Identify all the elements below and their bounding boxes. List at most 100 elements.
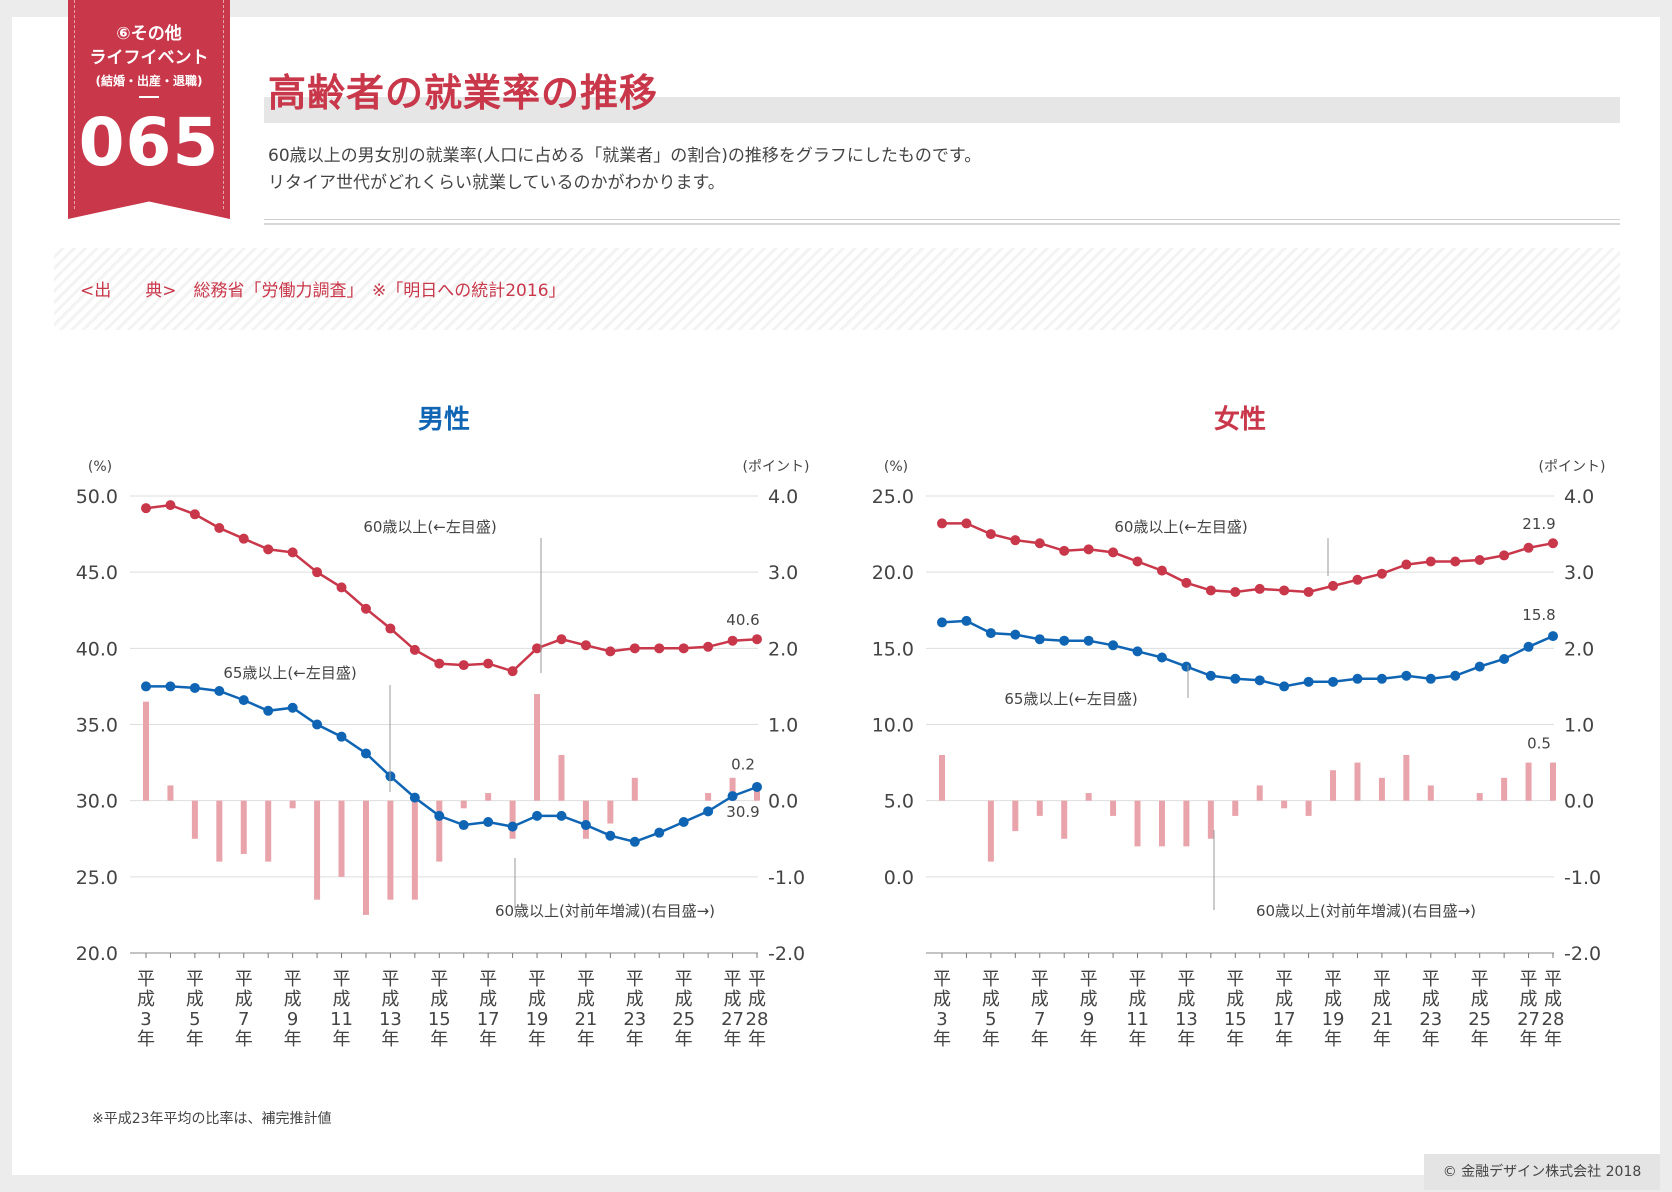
series-line-65plus [146, 685, 758, 844]
x-tick-label-part: 平 [1422, 969, 1440, 990]
point-65plus [141, 681, 151, 692]
bar-change [754, 785, 760, 801]
right-tick-label: 4.0 [768, 486, 798, 508]
point-65plus [1523, 641, 1534, 652]
x-tick-label-part: 成 [381, 989, 399, 1010]
x-tick-label-part: 成 [186, 989, 204, 1010]
point-60plus [1059, 545, 1070, 556]
bar-change [485, 793, 492, 801]
left-tick-label: 45.0 [76, 562, 118, 584]
bar-change [1158, 800, 1165, 847]
x-tick-label-part: 成 [577, 989, 595, 1010]
point-65plus [1205, 670, 1216, 681]
x-tick-label-part: 年 [1544, 1029, 1562, 1050]
x-tick-label-part: 11 [330, 1009, 353, 1030]
source-citation: <出 典> 総務省「労働力調査」 ※「明日への統計2016」 [80, 276, 566, 301]
point-60plus [605, 646, 616, 657]
point-60plus [1303, 586, 1314, 597]
x-tick-label-part: 成 [1177, 989, 1195, 1010]
point-65plus [678, 816, 689, 827]
point-65plus [985, 628, 996, 639]
source-band [54, 248, 1620, 330]
x-tick-label-part: 成 [137, 989, 155, 1010]
source-text: 総務省「労働力調査」 ※「明日への統計2016」 [193, 281, 566, 301]
bar-change [1183, 800, 1190, 847]
right-tick-label: -2.0 [768, 943, 805, 965]
point-65plus [458, 820, 469, 831]
bar-change [1550, 762, 1556, 801]
x-tick-label-part: 9 [287, 1009, 298, 1030]
x-tick-label-part: 年 [982, 1029, 1000, 1050]
x-tick-label-part: 成 [1471, 989, 1489, 1010]
point-60plus [1474, 554, 1485, 565]
x-tick-label-part: 成 [1275, 989, 1293, 1010]
x-tick-label-part: 28 [746, 1009, 769, 1030]
point-65plus [238, 695, 249, 706]
x-tick-label-part: 成 [724, 989, 742, 1010]
x-tick-label-part: 27 [1517, 1009, 1540, 1030]
x-tick-label-part: 13 [1175, 1009, 1198, 1030]
x-tick-label-part: 年 [137, 1029, 155, 1050]
x-tick-label-part: 平 [1373, 969, 1391, 990]
point-65plus [961, 615, 972, 626]
right-tick-label: 1.0 [768, 715, 798, 737]
x-tick-label-part: 平 [137, 969, 155, 990]
x-tick-label-part: 平 [430, 969, 448, 990]
point-60plus [1205, 585, 1216, 596]
x-tick-label-part: 7 [238, 1009, 249, 1030]
x-tick-label-part: 19 [526, 1009, 549, 1030]
point-60plus [141, 503, 151, 514]
point-60plus [629, 643, 640, 654]
bar-change [143, 701, 149, 801]
page-title: 高齢者の就業率の推移 [268, 71, 659, 115]
x-tick-label-part: 成 [1226, 989, 1244, 1010]
x-tick-label-part: 25 [1468, 1009, 1491, 1030]
point-65plus [937, 617, 947, 628]
point-65plus [1083, 635, 1094, 646]
chart-title: 男性 [418, 405, 470, 435]
x-tick-label-part: 平 [1177, 969, 1195, 990]
point-60plus [434, 658, 445, 669]
point-65plus [214, 685, 225, 696]
point-60plus [312, 567, 323, 578]
ribbon-subcategory: (結婚・出産・退職) [95, 74, 203, 88]
x-tick-label-part: 成 [982, 989, 1000, 1010]
x-tick-label-part: 平 [1129, 969, 1147, 990]
bar-change [1476, 793, 1483, 801]
x-tick-label-part: 平 [1471, 969, 1489, 990]
point-60plus [1010, 535, 1021, 546]
point-60plus [214, 522, 225, 533]
bar-change [1085, 793, 1092, 801]
bar-change [1525, 762, 1532, 801]
x-tick-label-part: 3 [936, 1009, 947, 1030]
right-tick-label: 3.0 [768, 562, 798, 584]
x-tick-label-part: 5 [985, 1009, 996, 1030]
point-60plus [937, 518, 947, 529]
point-60plus [1254, 583, 1265, 594]
x-tick-label-part: 成 [748, 989, 766, 1010]
x-tick-label: 平成23年 [623, 969, 646, 1050]
x-tick-label-part: 成 [528, 989, 546, 1010]
ribbon-category: ⑥その他 ライフイベント [89, 24, 209, 68]
bar-change [387, 800, 394, 900]
x-tick-label-part: 年 [577, 1029, 595, 1050]
x-tick-label-part: 年 [1226, 1029, 1244, 1050]
x-tick-label-part: 年 [284, 1029, 302, 1050]
footnote: ※平成23年平均の比率は、補完推計値 [92, 1111, 332, 1127]
bar-change [558, 754, 565, 801]
point-60plus [654, 643, 665, 654]
point-60plus [409, 644, 420, 655]
point-65plus [165, 681, 176, 692]
point-60plus [238, 533, 249, 544]
right-tick-label: 1.0 [1564, 715, 1594, 737]
x-tick-label-part: 成 [675, 989, 693, 1010]
right-tick-label: -2.0 [1564, 943, 1601, 965]
left-tick-label: 15.0 [872, 638, 914, 660]
bar-change [191, 800, 198, 839]
